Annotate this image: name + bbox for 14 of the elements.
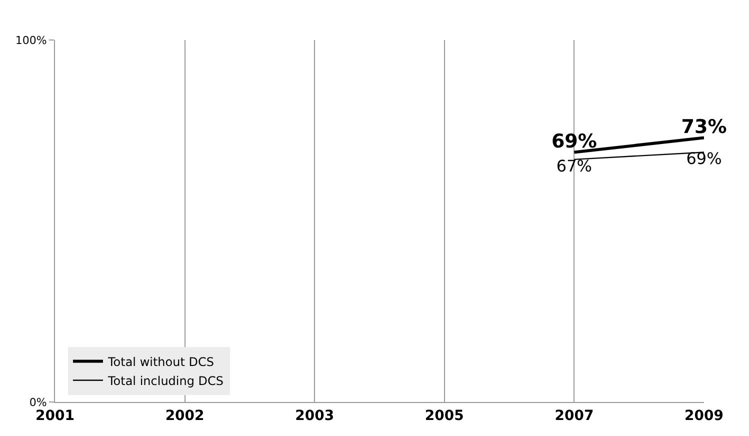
data-label: 67% bbox=[556, 156, 592, 176]
legend-label: Total without DCS bbox=[106, 354, 214, 369]
x-tick-label: 2007 bbox=[554, 408, 594, 424]
data-label: 69% bbox=[686, 149, 722, 168]
x-tick-label: 2009 bbox=[684, 408, 724, 424]
x-tick-label: 2002 bbox=[165, 408, 204, 424]
legend-label: Total including DCS bbox=[106, 374, 224, 388]
y-tick-label: 100% bbox=[15, 34, 47, 47]
x-tick-label: 2005 bbox=[424, 408, 464, 424]
data-label: 73% bbox=[681, 116, 727, 138]
x-tick-label: 2001 bbox=[36, 408, 74, 424]
y-tick-label: 0% bbox=[29, 396, 47, 409]
data-label: 69% bbox=[551, 130, 597, 152]
x-tick-label: 2003 bbox=[295, 408, 334, 424]
